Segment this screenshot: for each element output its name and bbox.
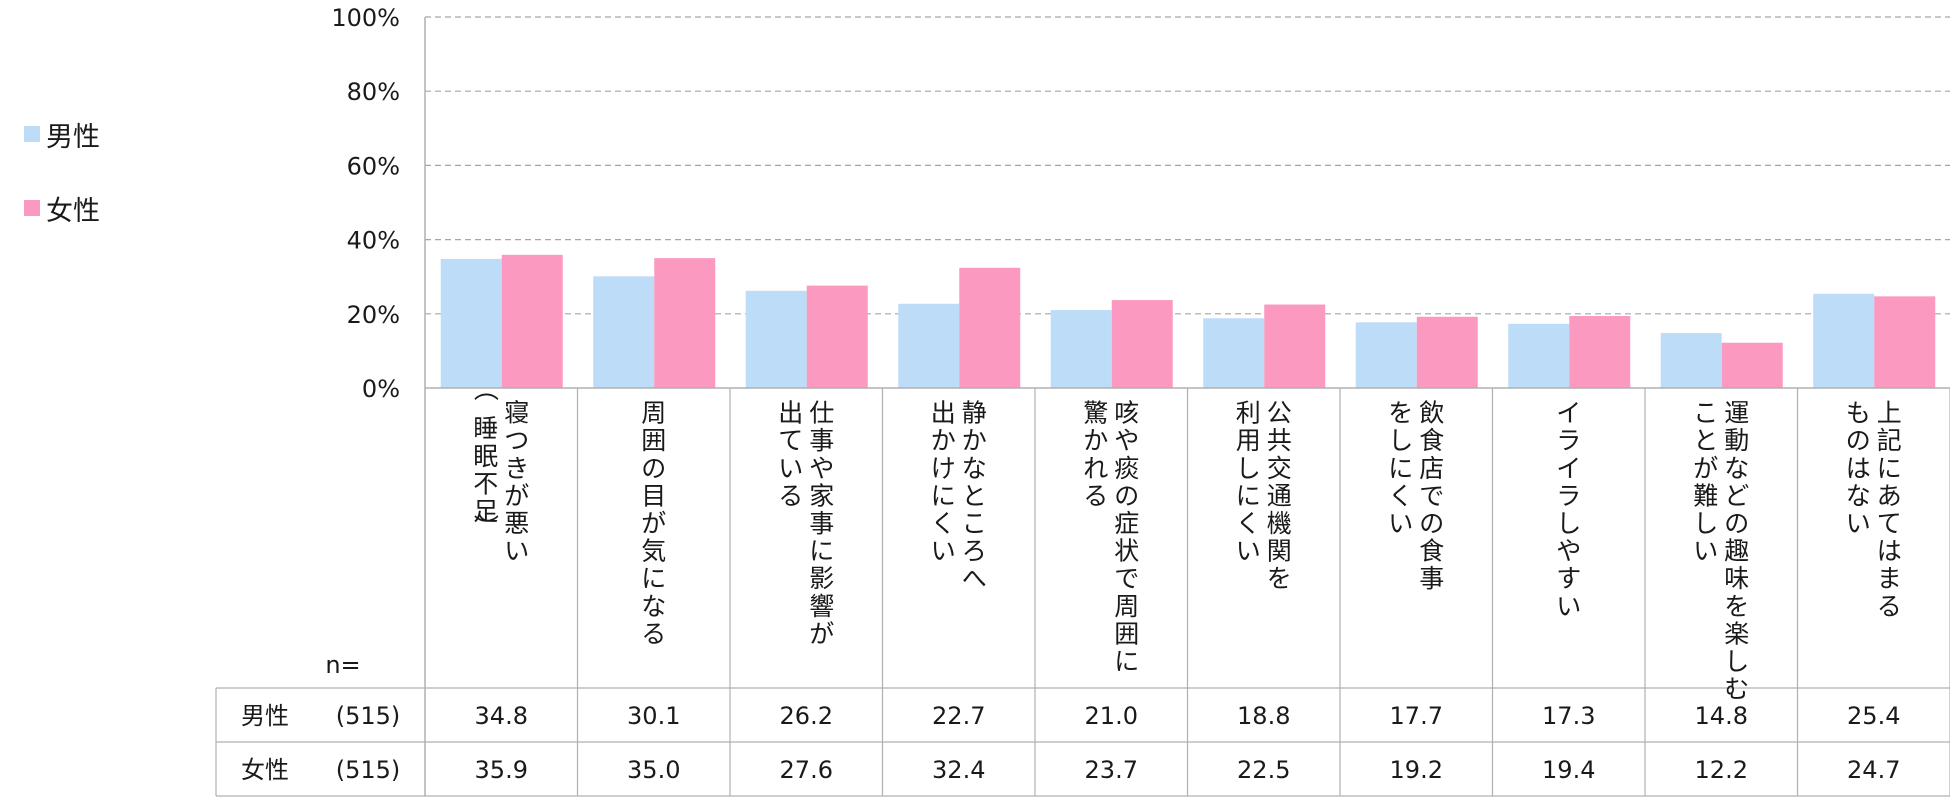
- data-label: 34.8: [475, 702, 528, 730]
- bar-female: [1569, 316, 1631, 388]
- category-label: 静かなところへ: [962, 399, 987, 594]
- legend-item: 男性: [24, 119, 100, 153]
- data-label: 35.9: [475, 756, 528, 784]
- data-label: 30.1: [627, 702, 680, 730]
- y-tick-label: 100%: [331, 4, 400, 32]
- data-label: 35.0: [627, 756, 680, 784]
- data-label: 23.7: [1085, 756, 1138, 784]
- category-label: 運動などの趣味を楽しむ: [1724, 399, 1749, 704]
- bar-female: [806, 285, 868, 388]
- category-label: をしにくい: [1388, 399, 1413, 538]
- bar-male: [1508, 323, 1570, 388]
- category-label: 周囲の目が気になる: [641, 399, 666, 649]
- data-label: 26.2: [780, 702, 833, 730]
- bar-male: [1355, 322, 1417, 388]
- legend-label: 男性: [46, 121, 100, 153]
- category-label: 利用しにくい: [1236, 399, 1261, 566]
- y-tick-label: 60%: [347, 152, 400, 180]
- bar-female: [1264, 304, 1326, 388]
- data-label: 17.7: [1390, 702, 1443, 730]
- bar-female: [654, 258, 716, 388]
- legend-swatch: [24, 200, 40, 216]
- legend: 男性 女性: [24, 119, 100, 227]
- y-tick-label: 40%: [347, 227, 400, 255]
- bar-male: [745, 290, 807, 388]
- category-label: （: [471, 376, 500, 401]
- n-label: n=: [325, 651, 360, 679]
- data-label: 17.3: [1542, 702, 1595, 730]
- category-label: イライラしやすい: [1556, 399, 1581, 621]
- data-label: 14.8: [1695, 702, 1748, 730]
- table-row-n: (515): [336, 702, 401, 730]
- category-label: ことが難しい: [1693, 399, 1718, 566]
- y-tick-label: 80%: [347, 78, 400, 106]
- bar-female: [1111, 300, 1173, 388]
- category-label: 仕事や家事に影響が: [809, 399, 834, 649]
- category-label: 睡眠不足: [473, 414, 498, 526]
- data-label: 25.4: [1847, 702, 1900, 730]
- category-label: 出ている: [778, 399, 803, 511]
- category-label: 飲食店での食事: [1419, 399, 1444, 594]
- data-label: 21.0: [1085, 702, 1138, 730]
- y-tick-label: 0%: [362, 375, 400, 403]
- data-label: 22.5: [1237, 756, 1290, 784]
- category-label: ものはない: [1846, 399, 1871, 538]
- category-label: 寝つきが悪い: [504, 399, 529, 566]
- bar-female: [1416, 316, 1478, 388]
- legend-label: 女性: [46, 195, 100, 227]
- data-label: 18.8: [1237, 702, 1290, 730]
- bar-male: [1660, 333, 1722, 388]
- category-label: 上記にあてはまる: [1877, 399, 1902, 621]
- data-label: 19.2: [1390, 756, 1443, 784]
- data-label: 22.7: [932, 702, 985, 730]
- data-label: 24.7: [1847, 756, 1900, 784]
- category-label: ）: [471, 514, 500, 539]
- bar-male: [1050, 310, 1112, 388]
- legend-swatch: [24, 126, 40, 142]
- data-label: 12.2: [1695, 756, 1748, 784]
- bar-male: [1813, 293, 1875, 388]
- category-label: 咳や痰の症状で周囲に: [1114, 399, 1139, 676]
- bar-male: [1203, 318, 1265, 388]
- bar-female: [1874, 296, 1936, 388]
- data-label: 32.4: [932, 756, 985, 784]
- bar-male: [440, 258, 502, 388]
- bar-female: [959, 267, 1021, 388]
- category-label: 出かけにくい: [931, 399, 956, 566]
- category-label: 驚かれる: [1083, 399, 1108, 511]
- category-label: 公共交通機関を: [1267, 399, 1292, 594]
- bar-female: [501, 254, 563, 388]
- data-label: 19.4: [1542, 756, 1595, 784]
- data-label: 27.6: [780, 756, 833, 784]
- y-tick-label: 20%: [347, 301, 400, 329]
- table-row-name: 女性: [241, 756, 289, 784]
- bar-male: [898, 303, 960, 388]
- table-row-n: (515): [336, 756, 401, 784]
- bar-female: [1721, 342, 1783, 388]
- legend-item: 女性: [24, 193, 100, 227]
- table-row-name: 男性: [241, 702, 289, 730]
- bar-male: [593, 276, 655, 388]
